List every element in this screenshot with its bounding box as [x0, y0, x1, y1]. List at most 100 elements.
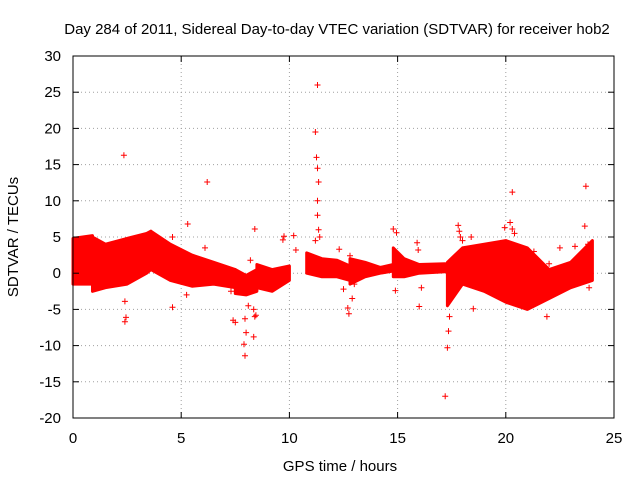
data-point-56 [446, 313, 453, 320]
data-point-53 [442, 393, 449, 400]
data-band-band-12.8-14.8 [348, 257, 395, 286]
data-point-2 [123, 314, 129, 321]
data-point-15 [241, 341, 247, 348]
data-band-band-0.9-3.6 [91, 229, 153, 293]
data-point-72 [546, 260, 553, 267]
data-point-26 [281, 233, 287, 240]
data-point-42 [345, 310, 352, 317]
data-point-32 [314, 165, 321, 172]
data-band-band-8.5-10 [255, 263, 291, 293]
x-tick-label: 20 [497, 430, 514, 447]
data-point-45 [351, 281, 358, 288]
y-tick-label: 0 [53, 265, 61, 282]
data-point-1 [121, 298, 128, 305]
data-point-55 [445, 328, 452, 335]
data-point-67 [511, 230, 518, 237]
data-point-37 [316, 234, 323, 240]
y-tick-label: -20 [39, 410, 61, 427]
data-band-band-7.5-8.5 [233, 268, 259, 297]
data-point-31 [313, 154, 320, 161]
data-point-35 [314, 212, 321, 219]
data-point-13 [228, 288, 234, 295]
data-point-50 [415, 247, 422, 253]
data-point-44 [349, 295, 356, 302]
data-point-74 [572, 243, 578, 250]
data-band-band-14.8-17.2 [391, 246, 447, 279]
data-point-22 [251, 313, 258, 320]
y-tick-label: 10 [44, 193, 61, 210]
x-axis-label: GPS time / hours [283, 458, 397, 475]
x-tick-label: 15 [389, 430, 406, 447]
data-point-9 [204, 179, 211, 185]
data-point-27 [290, 232, 297, 239]
data-band-band-3.6-7.5 [149, 229, 237, 290]
data-point-54 [444, 344, 451, 351]
data-point-59 [457, 234, 464, 240]
data-point-36 [315, 226, 322, 233]
data-point-18 [245, 302, 252, 309]
data-point-47 [393, 229, 400, 236]
axis-ticks: 0 5 10 15 20 25 -20 -15 -10 -5 0 5 10 15 20 25 30 [39, 48, 622, 447]
data-point-61 [468, 234, 475, 240]
y-tick-label: -15 [39, 374, 61, 391]
data-point-20 [251, 226, 258, 232]
data-point-30 [312, 129, 319, 135]
data-point-71 [543, 313, 550, 320]
data-point-77 [585, 241, 591, 248]
data-point-28 [292, 247, 299, 253]
x-tick-label: 25 [606, 430, 623, 447]
data-point-60 [459, 237, 466, 244]
data-point-0 [120, 152, 127, 159]
data-point-58 [456, 228, 463, 235]
data-point-19 [247, 257, 254, 264]
data-band-band-10.8-12.8 [305, 251, 352, 282]
data-point-65 [507, 219, 514, 226]
data-point-16 [242, 352, 248, 359]
data-point-78 [586, 284, 593, 291]
y-tick-label: 30 [44, 48, 61, 65]
data-point-29 [314, 82, 321, 88]
x-tick-label: 10 [281, 430, 298, 447]
data-point-3 [121, 318, 128, 325]
y-tick-label: -5 [48, 301, 61, 318]
data-point-25 [279, 236, 286, 243]
data-point-24 [252, 312, 259, 319]
data-point-33 [315, 179, 322, 185]
data-point-51 [416, 303, 423, 310]
x-tick-label: 5 [177, 430, 185, 447]
data-point-48 [392, 287, 399, 294]
data-point-43 [347, 252, 353, 259]
data-point-46 [390, 226, 397, 232]
data-point-7 [184, 221, 191, 227]
data-point-69 [517, 249, 524, 256]
data-point-66 [509, 226, 516, 232]
scatter-points [120, 82, 593, 400]
data-point-17 [243, 329, 250, 336]
data-point-6 [178, 262, 185, 269]
data-point-64 [509, 189, 516, 196]
data-point-14 [242, 315, 248, 322]
data-point-38 [312, 237, 319, 244]
data-point-8 [183, 291, 190, 298]
y-tick-label: -10 [39, 338, 61, 355]
data-point-5 [169, 304, 176, 311]
data-point-10 [202, 244, 208, 251]
data-point-63 [501, 224, 508, 231]
data-bands [71, 229, 594, 311]
data-point-52 [418, 284, 425, 291]
data-point-75 [582, 183, 589, 190]
data-point-34 [314, 197, 321, 204]
data-point-40 [340, 286, 347, 293]
data-band-band-0-0.9 [71, 234, 94, 286]
y-tick-label: 20 [44, 120, 61, 137]
data-point-62 [470, 305, 477, 312]
data-point-49 [414, 239, 421, 246]
x-tick-label: 0 [69, 430, 77, 447]
data-point-70 [530, 248, 537, 255]
data-point-57 [455, 222, 462, 229]
grid-lines [73, 56, 614, 418]
data-band-band-17.3-24 [445, 239, 594, 311]
data-point-76 [581, 223, 588, 230]
data-point-68 [513, 244, 520, 251]
